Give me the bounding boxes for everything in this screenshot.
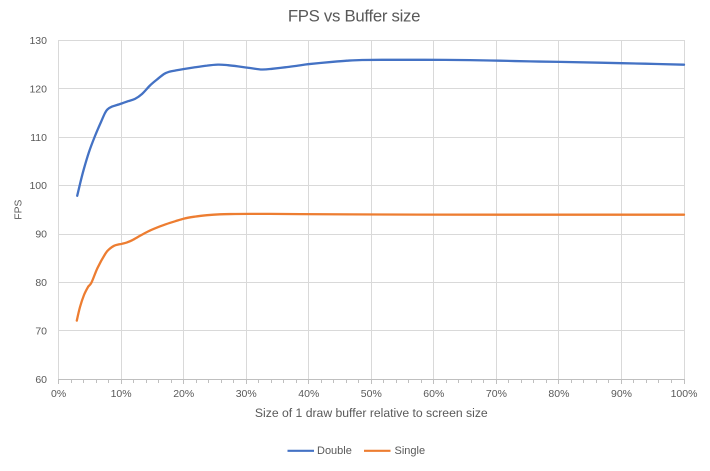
svg-text:60%: 60% xyxy=(423,388,444,400)
svg-text:70%: 70% xyxy=(486,388,507,400)
svg-text:80: 80 xyxy=(35,277,47,289)
svg-text:80%: 80% xyxy=(548,388,569,400)
svg-text:130: 130 xyxy=(29,35,47,47)
svg-text:60: 60 xyxy=(35,374,47,386)
svg-text:0%: 0% xyxy=(51,388,66,400)
svg-text:30%: 30% xyxy=(236,388,257,400)
svg-text:40%: 40% xyxy=(298,388,319,400)
svg-text:Double: Double xyxy=(317,445,352,457)
svg-text:110: 110 xyxy=(30,132,47,144)
svg-text:70: 70 xyxy=(35,326,47,338)
svg-text:90%: 90% xyxy=(611,388,632,400)
svg-text:100: 100 xyxy=(29,180,47,192)
svg-text:FPS: FPS xyxy=(14,200,25,220)
svg-text:100%: 100% xyxy=(671,388,698,400)
svg-text:20%: 20% xyxy=(173,388,194,400)
svg-text:120: 120 xyxy=(29,83,47,95)
svg-text:10%: 10% xyxy=(111,388,132,400)
svg-text:FPS vs Buffer size: FPS vs Buffer size xyxy=(288,6,420,25)
svg-text:Single: Single xyxy=(395,445,426,457)
svg-text:50%: 50% xyxy=(361,388,382,400)
svg-text:Size of 1 draw buffer relative: Size of 1 draw buffer relative to screen… xyxy=(255,406,488,420)
svg-text:90: 90 xyxy=(35,229,47,241)
